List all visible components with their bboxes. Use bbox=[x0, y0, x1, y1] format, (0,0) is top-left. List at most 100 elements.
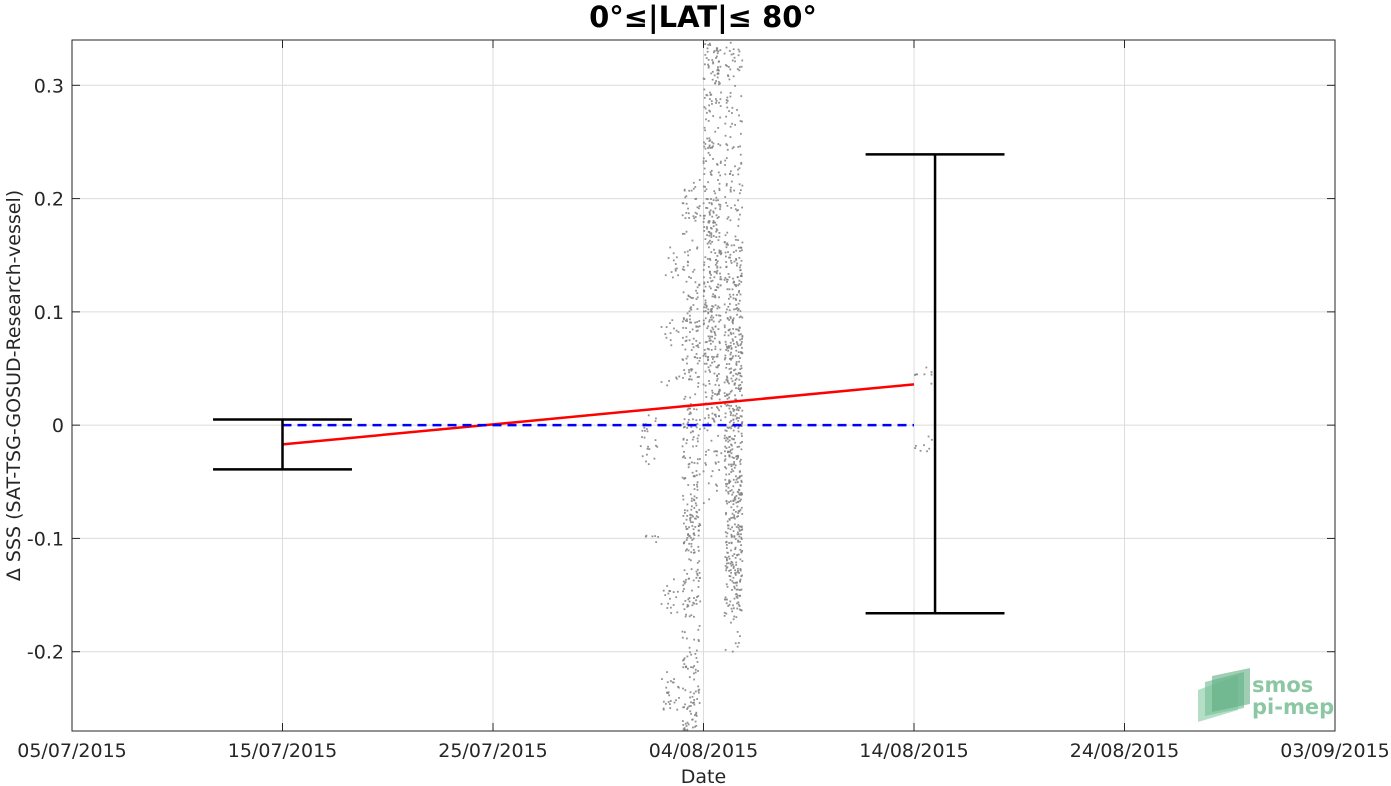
data-point bbox=[694, 714, 696, 717]
data-point bbox=[706, 429, 709, 432]
data-point bbox=[714, 334, 717, 337]
data-point bbox=[712, 62, 715, 65]
data-point bbox=[739, 310, 742, 312]
data-point bbox=[733, 516, 736, 519]
data-point bbox=[741, 184, 744, 187]
data-point bbox=[662, 708, 665, 711]
data-point bbox=[740, 526, 743, 528]
data-point bbox=[730, 517, 733, 519]
data-point bbox=[725, 243, 728, 246]
data-point bbox=[672, 604, 675, 606]
data-point bbox=[718, 390, 720, 393]
data-point bbox=[709, 276, 712, 279]
data-point bbox=[686, 298, 689, 301]
data-point bbox=[695, 330, 698, 333]
data-point bbox=[709, 329, 712, 332]
data-point bbox=[703, 322, 705, 325]
data-point bbox=[728, 542, 731, 544]
data-point bbox=[736, 630, 739, 633]
data-point bbox=[736, 607, 739, 610]
data-point bbox=[708, 498, 711, 501]
data-point bbox=[705, 306, 708, 309]
data-point bbox=[723, 611, 726, 614]
data-point bbox=[704, 285, 707, 288]
data-point bbox=[715, 272, 718, 275]
data-point bbox=[682, 426, 685, 429]
data-point bbox=[683, 663, 686, 665]
data-point bbox=[711, 326, 714, 329]
data-point bbox=[732, 339, 734, 342]
data-point bbox=[731, 526, 733, 529]
data-point bbox=[682, 659, 684, 662]
data-point bbox=[737, 173, 740, 176]
data-point bbox=[732, 332, 735, 335]
data-point bbox=[725, 348, 728, 351]
data-point bbox=[710, 406, 713, 409]
data-point bbox=[730, 621, 732, 624]
data-point bbox=[735, 478, 738, 481]
data-point bbox=[706, 341, 708, 343]
data-point bbox=[728, 363, 731, 365]
data-point bbox=[689, 696, 691, 699]
data-point bbox=[709, 316, 712, 319]
data-point bbox=[705, 94, 708, 96]
ticks: 05/07/2015 15/07/2015 25/07/2015 04/08/2015… bbox=[17, 40, 1390, 762]
data-point bbox=[702, 160, 705, 163]
data-point bbox=[719, 144, 722, 147]
data-point bbox=[683, 455, 685, 458]
data-point bbox=[729, 569, 732, 571]
data-point bbox=[660, 381, 663, 383]
data-point bbox=[688, 534, 691, 537]
data-point bbox=[694, 526, 697, 528]
data-point bbox=[718, 388, 721, 391]
data-point bbox=[646, 453, 648, 456]
data-point bbox=[694, 671, 697, 674]
data-point bbox=[716, 217, 719, 219]
data-point bbox=[689, 493, 692, 496]
data-point bbox=[717, 283, 720, 286]
data-point bbox=[686, 503, 689, 506]
data-point bbox=[710, 475, 713, 478]
data-point bbox=[729, 390, 732, 393]
data-point bbox=[726, 217, 729, 220]
data-point bbox=[693, 692, 695, 695]
data-point bbox=[715, 223, 718, 226]
data-point bbox=[707, 120, 710, 122]
data-point bbox=[729, 256, 731, 259]
data-point bbox=[697, 580, 700, 582]
data-point bbox=[740, 95, 743, 98]
data-point bbox=[645, 428, 648, 430]
data-point bbox=[696, 362, 699, 365]
data-point bbox=[714, 461, 717, 464]
data-point bbox=[725, 473, 728, 476]
data-point bbox=[709, 272, 711, 275]
data-point bbox=[682, 291, 685, 294]
data-point bbox=[682, 437, 685, 440]
data-point bbox=[735, 564, 738, 566]
data-point bbox=[703, 348, 706, 351]
data-point bbox=[676, 708, 679, 711]
data-point bbox=[723, 241, 726, 243]
data-point bbox=[690, 521, 692, 524]
data-point bbox=[728, 603, 731, 606]
data-point bbox=[691, 589, 693, 592]
data-point bbox=[731, 147, 734, 150]
data-point bbox=[725, 430, 728, 432]
data-point bbox=[730, 533, 733, 536]
data-point bbox=[671, 276, 674, 279]
data-point bbox=[686, 536, 689, 539]
data-point bbox=[740, 588, 743, 591]
data-point bbox=[711, 102, 713, 105]
data-point bbox=[729, 253, 732, 256]
data-point bbox=[735, 588, 738, 591]
data-point bbox=[685, 357, 688, 360]
data-point bbox=[930, 371, 933, 373]
data-point bbox=[707, 482, 710, 485]
data-point bbox=[695, 602, 698, 605]
data-point bbox=[693, 532, 695, 535]
data-point bbox=[729, 41, 732, 44]
data-point bbox=[691, 239, 694, 242]
data-point bbox=[685, 280, 688, 283]
data-point bbox=[698, 560, 701, 563]
data-point bbox=[676, 590, 679, 593]
